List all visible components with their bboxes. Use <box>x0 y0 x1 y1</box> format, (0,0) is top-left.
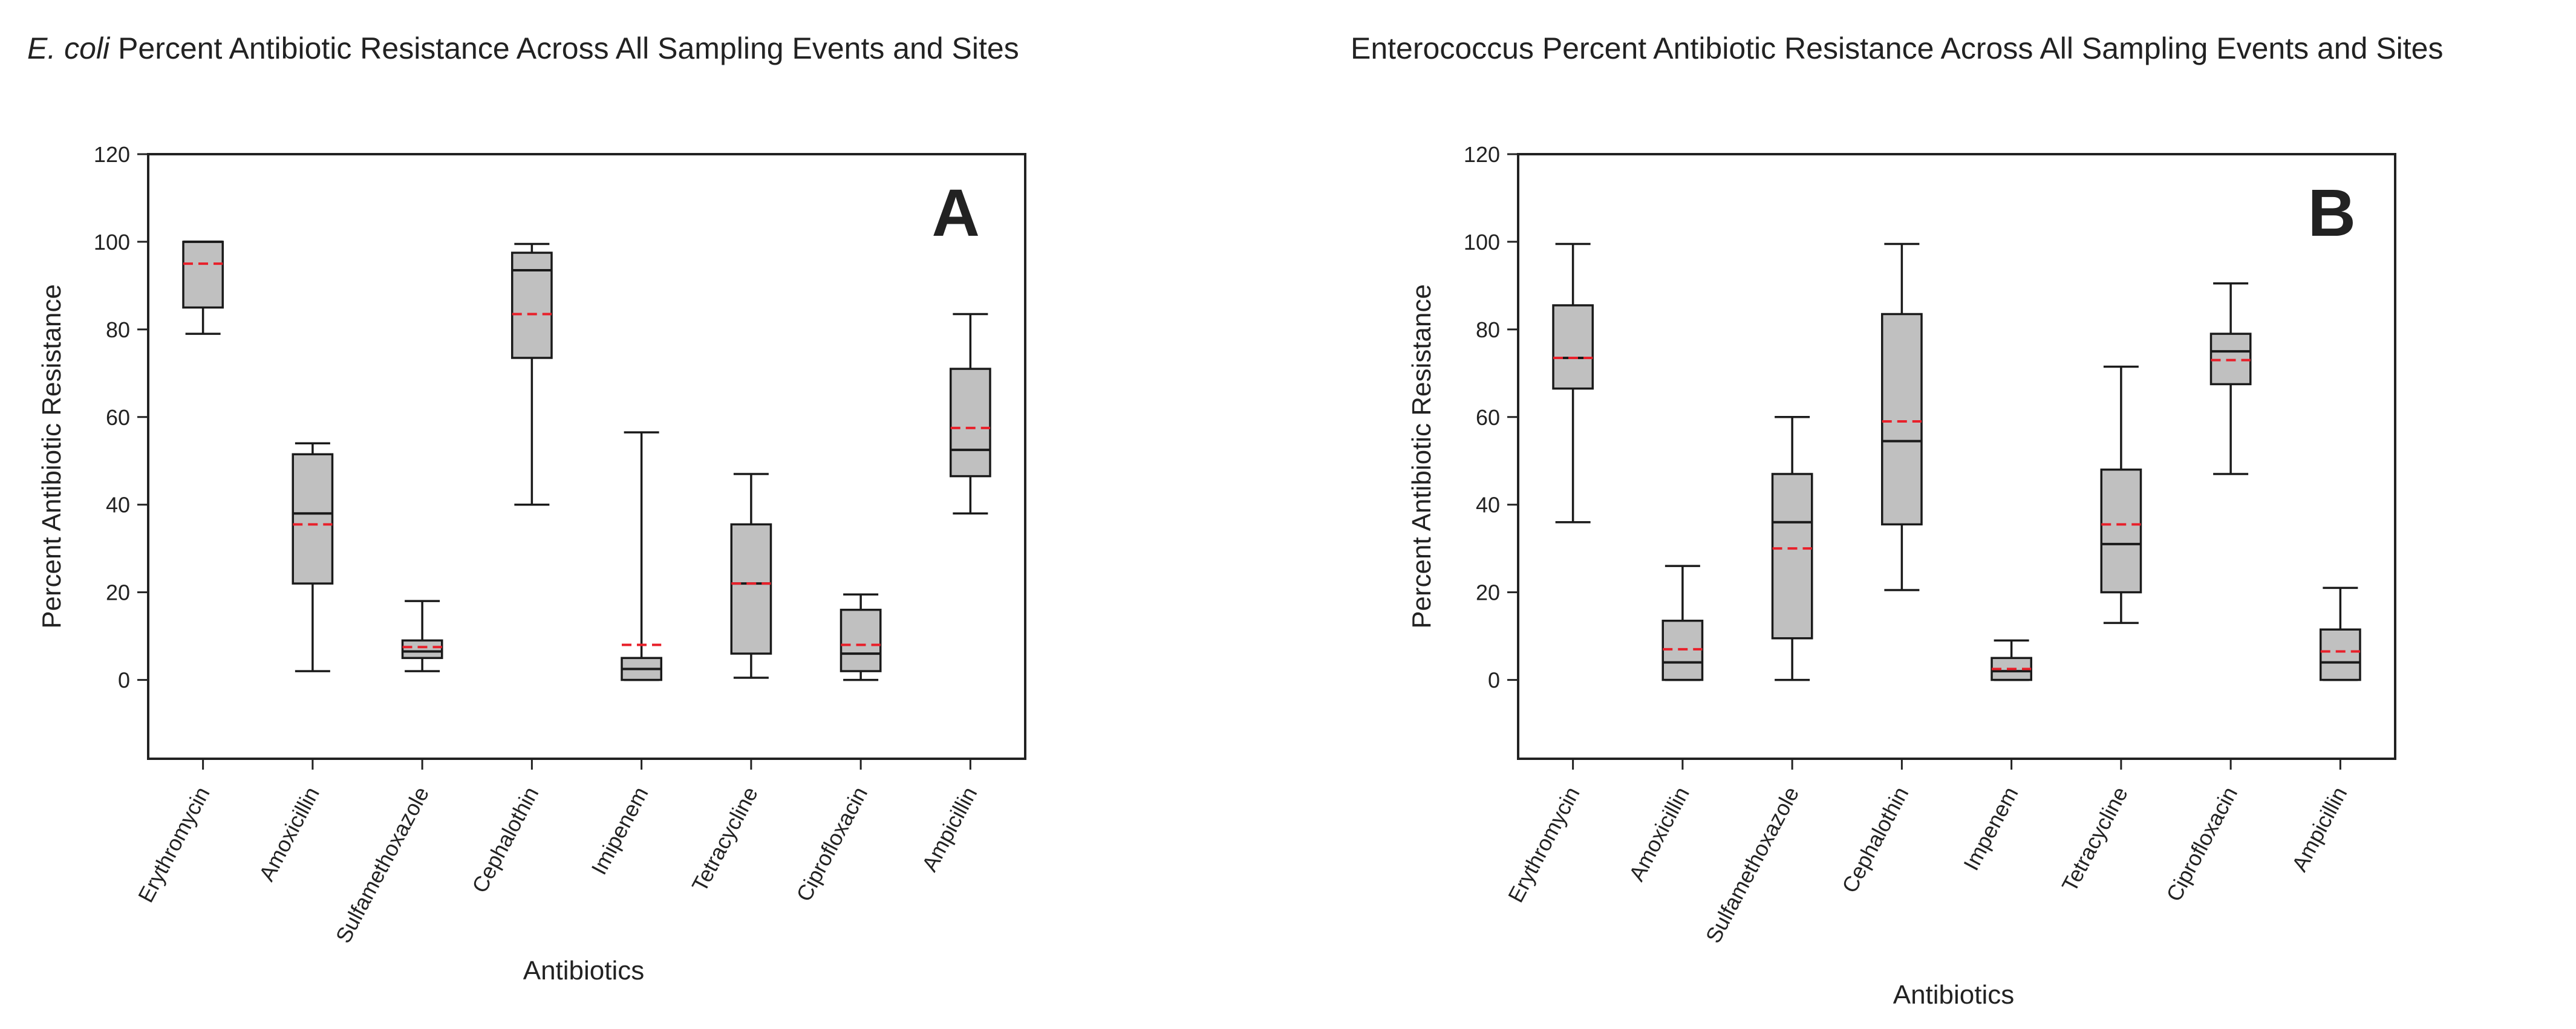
panel-letter-a: A <box>932 176 980 250</box>
y-tick-label-a-20: 20 <box>106 580 130 605</box>
box-a-imipenem <box>621 431 662 681</box>
plot-frame-a <box>147 153 1026 760</box>
iqr-box-b-5 <box>2100 468 2142 594</box>
box-a-ciprofloxacin <box>840 593 882 681</box>
panel-letter-b: B <box>2308 176 2356 250</box>
x-axis-label-b: Antibiotics <box>1893 980 2015 1010</box>
iqr-box-a-0 <box>182 241 224 309</box>
y-tick-label-b-100: 100 <box>1464 230 1500 255</box>
iqr-box-a-3 <box>511 252 553 359</box>
box-b-tetracycline <box>2100 365 2142 625</box>
box-b-impenem <box>1991 639 2032 681</box>
iqr-box-a-7 <box>950 368 991 478</box>
iqr-box-a-1 <box>292 453 334 585</box>
iqr-box-b-0 <box>1552 304 1594 390</box>
y-tick-label-b-120: 120 <box>1464 142 1500 167</box>
iqr-box-b-7 <box>2320 628 2361 681</box>
box-b-ciprofloxacin <box>2209 282 2252 475</box>
y-tick-label-b-80: 80 <box>1476 317 1500 342</box>
plot-frame-b <box>1517 153 2396 760</box>
iqr-box-b-3 <box>1881 313 1923 526</box>
y-tick-label-a-60: 60 <box>106 405 130 430</box>
box-a-sulfamethoxazole <box>401 600 443 672</box>
y-axis-a: 0 20 40 60 80 100 120 <box>94 142 148 693</box>
chart-title-b-rest: Enterococcus Percent Antibiotic Resistan… <box>1351 31 2443 65</box>
chart-title-b: Enterococcus Percent Antibiotic Resistan… <box>1351 31 2443 65</box>
box-a-tetracycline <box>730 473 772 679</box>
iqr-box-a-6 <box>840 608 882 672</box>
chart-title-a-rest: Percent Antibiotic Resistance Across All… <box>109 31 1019 65</box>
y-tick-label-a-40: 40 <box>106 493 130 518</box>
y-axis-b: 0 20 40 60 80 100 120 <box>1464 142 1518 693</box>
box-b-amoxicillin <box>1661 565 1704 681</box>
x-axis-label-a: Antibiotics <box>523 956 645 985</box>
box-b-ampicillin <box>2320 586 2361 681</box>
chart-title-a: E. coli Percent Antibiotic Resistance Ac… <box>27 31 1019 65</box>
y-tick-label-b-20: 20 <box>1476 580 1500 605</box>
y-tick-label-b-60: 60 <box>1476 405 1500 430</box>
box-b-sulfamethoxazole <box>1771 416 1813 681</box>
y-axis-label-a: Percent Antibiotic Resistance <box>37 284 67 629</box>
y-tick-label-a-80: 80 <box>106 317 130 342</box>
y-tick-label-b-40: 40 <box>1476 493 1500 518</box>
box-a-amoxicillin <box>292 442 334 672</box>
iqr-box-a-5 <box>730 523 772 655</box>
box-b-erythromycin <box>1552 242 1594 524</box>
boxes-a <box>182 240 991 681</box>
iqr-box-b-2 <box>1771 473 1813 640</box>
box-a-ampicillin <box>950 313 991 514</box>
y-tick-label-a-100: 100 <box>94 230 130 255</box>
box-a-erythromycin <box>182 240 224 335</box>
y-axis-label-b: Percent Antibiotic Resistance <box>1407 284 1436 629</box>
y-tick-label-b-0: 0 <box>1488 668 1500 693</box>
iqr-box-a-2 <box>401 639 443 660</box>
box-a-cephalothin <box>511 242 553 506</box>
box-b-cephalothin <box>1881 242 1923 591</box>
boxes-b <box>1552 242 2361 681</box>
y-tick-label-a-120: 120 <box>94 142 130 167</box>
chart-title-a-italic: E. coli <box>27 31 111 65</box>
y-tick-label-a-0: 0 <box>118 668 130 693</box>
